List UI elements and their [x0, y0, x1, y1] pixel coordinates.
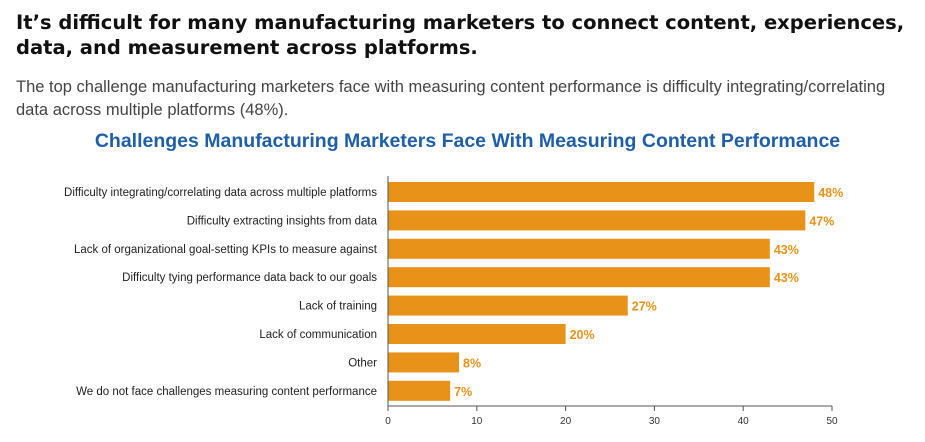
bar [388, 238, 770, 259]
value-label: 48% [818, 186, 843, 200]
x-tick-label: 30 [649, 416, 661, 427]
bar [388, 295, 628, 316]
value-label: 47% [809, 214, 834, 228]
x-tick-label: 0 [385, 416, 391, 427]
bar-group: Difficulty tying performance data back t… [122, 267, 799, 288]
bar-group: Lack of communication 20% [259, 324, 595, 344]
x-tick-label: 50 [826, 416, 838, 427]
x-tick-label: 20 [560, 416, 572, 427]
bar [388, 182, 815, 202]
category-label: Difficulty integrating/correlating data … [64, 187, 377, 199]
category-label: Other [348, 357, 377, 369]
bar-group: Difficulty extracting insights from data… [187, 210, 834, 231]
category-label: Lack of communication [259, 329, 377, 341]
chart-title: Challenges Manufacturing Marketers Face … [94, 130, 841, 152]
bar-group: Difficulty integrating/correlating data … [64, 182, 843, 202]
value-label: 43% [774, 243, 799, 257]
bar [388, 380, 451, 401]
value-label: 7% [454, 385, 472, 399]
x-tick-label: 10 [471, 416, 483, 427]
value-label: 20% [570, 328, 595, 342]
bar-group: Lack of organizational goal-setting KPIs… [74, 238, 799, 259]
bar-group: Other 8% [348, 352, 481, 373]
category-label: Lack of training [299, 301, 377, 313]
category-label: Difficulty tying performance data back t… [122, 272, 377, 284]
bars-layer: Difficulty integrating/correlating data … [64, 182, 843, 401]
bar [388, 210, 806, 231]
category-label: Difficulty extracting insights from data [187, 215, 378, 227]
bar-group: We do not face challenges measuring cont… [76, 380, 472, 401]
headline: It’s difficult for many manufacturing ma… [16, 11, 905, 59]
category-label: Lack of organizational goal-setting KPIs… [74, 244, 378, 256]
bar [388, 324, 566, 344]
x-tick-label: 40 [738, 416, 750, 427]
value-label: 27% [632, 300, 657, 314]
value-label: 8% [463, 356, 481, 370]
bar [388, 267, 770, 288]
x-axis: 0 10 20 30 40 50 [385, 176, 838, 427]
subtext: The top challenge manufacturing marketer… [16, 78, 886, 119]
category-label: We do not face challenges measuring cont… [76, 386, 377, 398]
value-label: 43% [774, 271, 799, 285]
bar [388, 352, 460, 373]
bar-group: Lack of training 27% [299, 295, 657, 316]
